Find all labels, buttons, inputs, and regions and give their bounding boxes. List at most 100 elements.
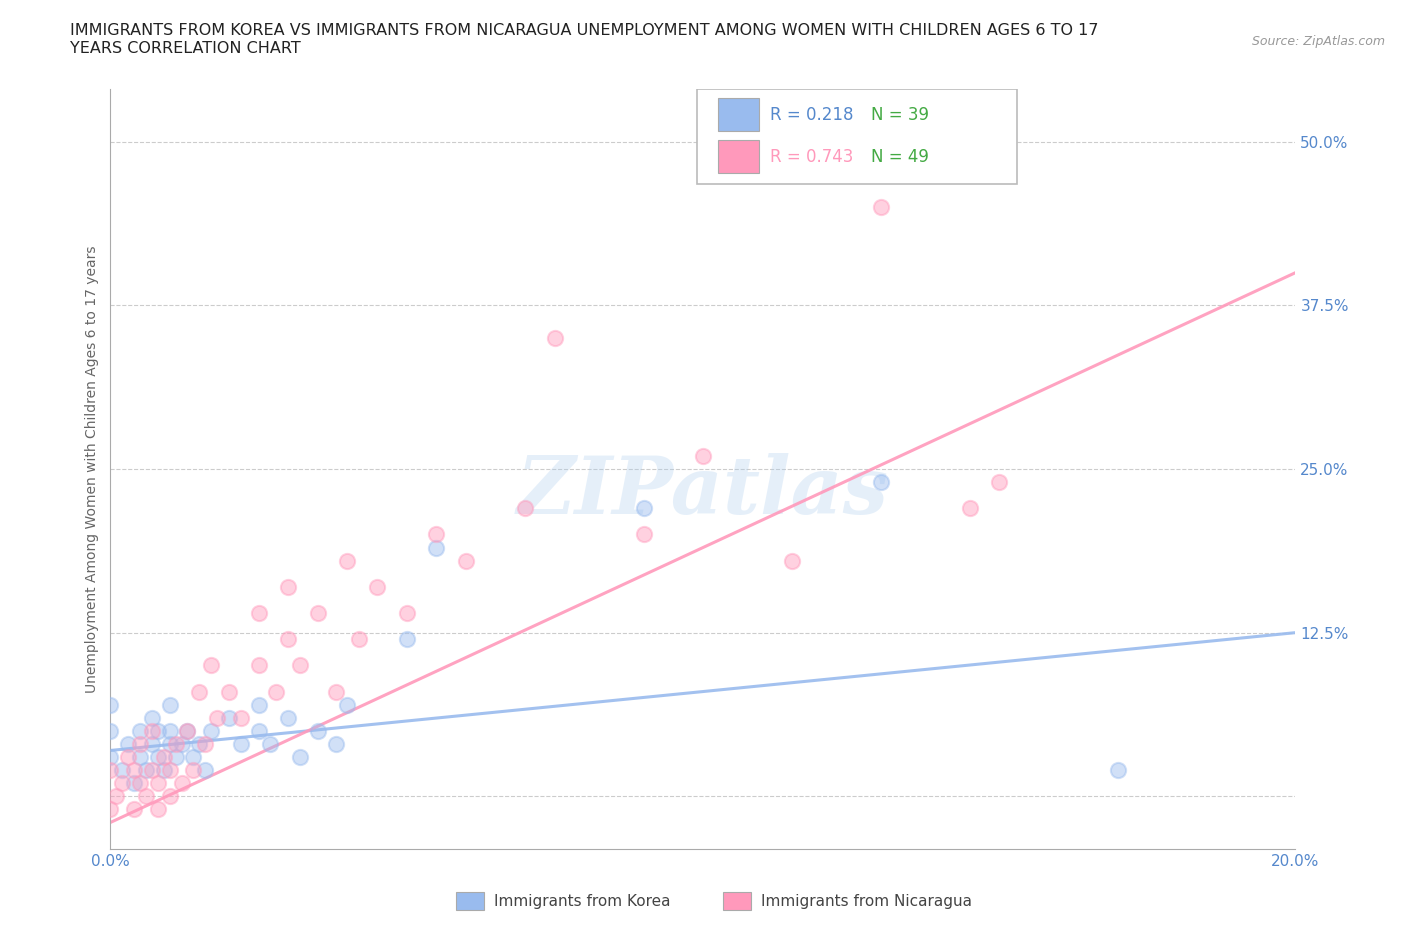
Point [135, 763, 157, 777]
Point [1107, 763, 1129, 777]
Point [288, 750, 311, 764]
FancyBboxPatch shape [718, 140, 759, 173]
Point [105, 789, 128, 804]
Point [111, 776, 134, 790]
Point [633, 527, 655, 542]
Point [218, 684, 240, 699]
Point [515, 501, 537, 516]
Point [159, 763, 181, 777]
Point [307, 724, 329, 738]
Point [129, 737, 152, 751]
Point [349, 631, 371, 646]
Point [117, 737, 139, 751]
Point [170, 737, 193, 751]
Point [159, 789, 181, 804]
Point [141, 724, 163, 738]
Point [135, 789, 157, 804]
Point [218, 711, 240, 725]
Point [454, 553, 477, 568]
Point [200, 724, 222, 738]
Point [176, 724, 198, 738]
Point [869, 200, 891, 215]
Text: Immigrants from Nicaragua: Immigrants from Nicaragua [761, 894, 972, 909]
FancyBboxPatch shape [697, 89, 1017, 184]
Point [336, 698, 359, 712]
Point [395, 605, 418, 620]
Point [129, 724, 152, 738]
Point [159, 724, 181, 738]
Point [122, 763, 145, 777]
Text: Source: ZipAtlas.com: Source: ZipAtlas.com [1251, 35, 1385, 48]
Text: IMMIGRANTS FROM KOREA VS IMMIGRANTS FROM NICARAGUA UNEMPLOYMENT AMONG WOMEN WITH: IMMIGRANTS FROM KOREA VS IMMIGRANTS FROM… [70, 23, 1099, 56]
Point [307, 605, 329, 620]
Text: R = 0.218: R = 0.218 [770, 106, 853, 124]
Point [141, 763, 163, 777]
Point [325, 737, 347, 751]
Point [159, 737, 181, 751]
Point [988, 474, 1011, 489]
Point [122, 776, 145, 790]
FancyBboxPatch shape [718, 98, 759, 131]
Point [152, 750, 174, 764]
Point [146, 750, 169, 764]
Point [259, 737, 281, 751]
Point [425, 540, 447, 555]
Point [159, 698, 181, 712]
Point [229, 711, 252, 725]
Point [247, 724, 270, 738]
Text: R = 0.743: R = 0.743 [770, 148, 853, 166]
Point [780, 553, 803, 568]
Point [100, 698, 122, 712]
Text: N = 49: N = 49 [872, 148, 929, 166]
Point [188, 684, 211, 699]
Point [146, 724, 169, 738]
Point [288, 658, 311, 672]
Point [152, 763, 174, 777]
Point [247, 658, 270, 672]
Point [959, 501, 981, 516]
Point [117, 750, 139, 764]
Point [165, 750, 187, 764]
Point [425, 527, 447, 542]
Point [194, 763, 217, 777]
Point [170, 776, 193, 790]
Text: ZIPatlas: ZIPatlas [517, 453, 889, 530]
Point [395, 631, 418, 646]
Point [188, 737, 211, 751]
Point [277, 711, 299, 725]
Point [100, 763, 122, 777]
Point [146, 802, 169, 817]
Point [692, 448, 714, 463]
Point [194, 737, 217, 751]
Point [146, 776, 169, 790]
Point [129, 776, 152, 790]
Point [141, 711, 163, 725]
Point [183, 763, 205, 777]
Point [100, 724, 122, 738]
Text: Immigrants from Korea: Immigrants from Korea [494, 894, 671, 909]
Point [200, 658, 222, 672]
Point [247, 605, 270, 620]
Point [277, 579, 299, 594]
Point [100, 750, 122, 764]
Point [165, 737, 187, 751]
Point [366, 579, 388, 594]
Point [336, 553, 359, 568]
Point [633, 501, 655, 516]
Point [229, 737, 252, 751]
Point [277, 631, 299, 646]
Point [111, 763, 134, 777]
Y-axis label: Unemployment Among Women with Children Ages 6 to 17 years: Unemployment Among Women with Children A… [86, 246, 100, 693]
Point [205, 711, 228, 725]
Text: N = 39: N = 39 [872, 106, 929, 124]
Point [100, 802, 122, 817]
Point [129, 750, 152, 764]
Point [141, 737, 163, 751]
Point [176, 724, 198, 738]
Point [869, 474, 891, 489]
Point [183, 750, 205, 764]
Point [544, 331, 567, 346]
Point [325, 684, 347, 699]
Point [122, 802, 145, 817]
Point [247, 698, 270, 712]
